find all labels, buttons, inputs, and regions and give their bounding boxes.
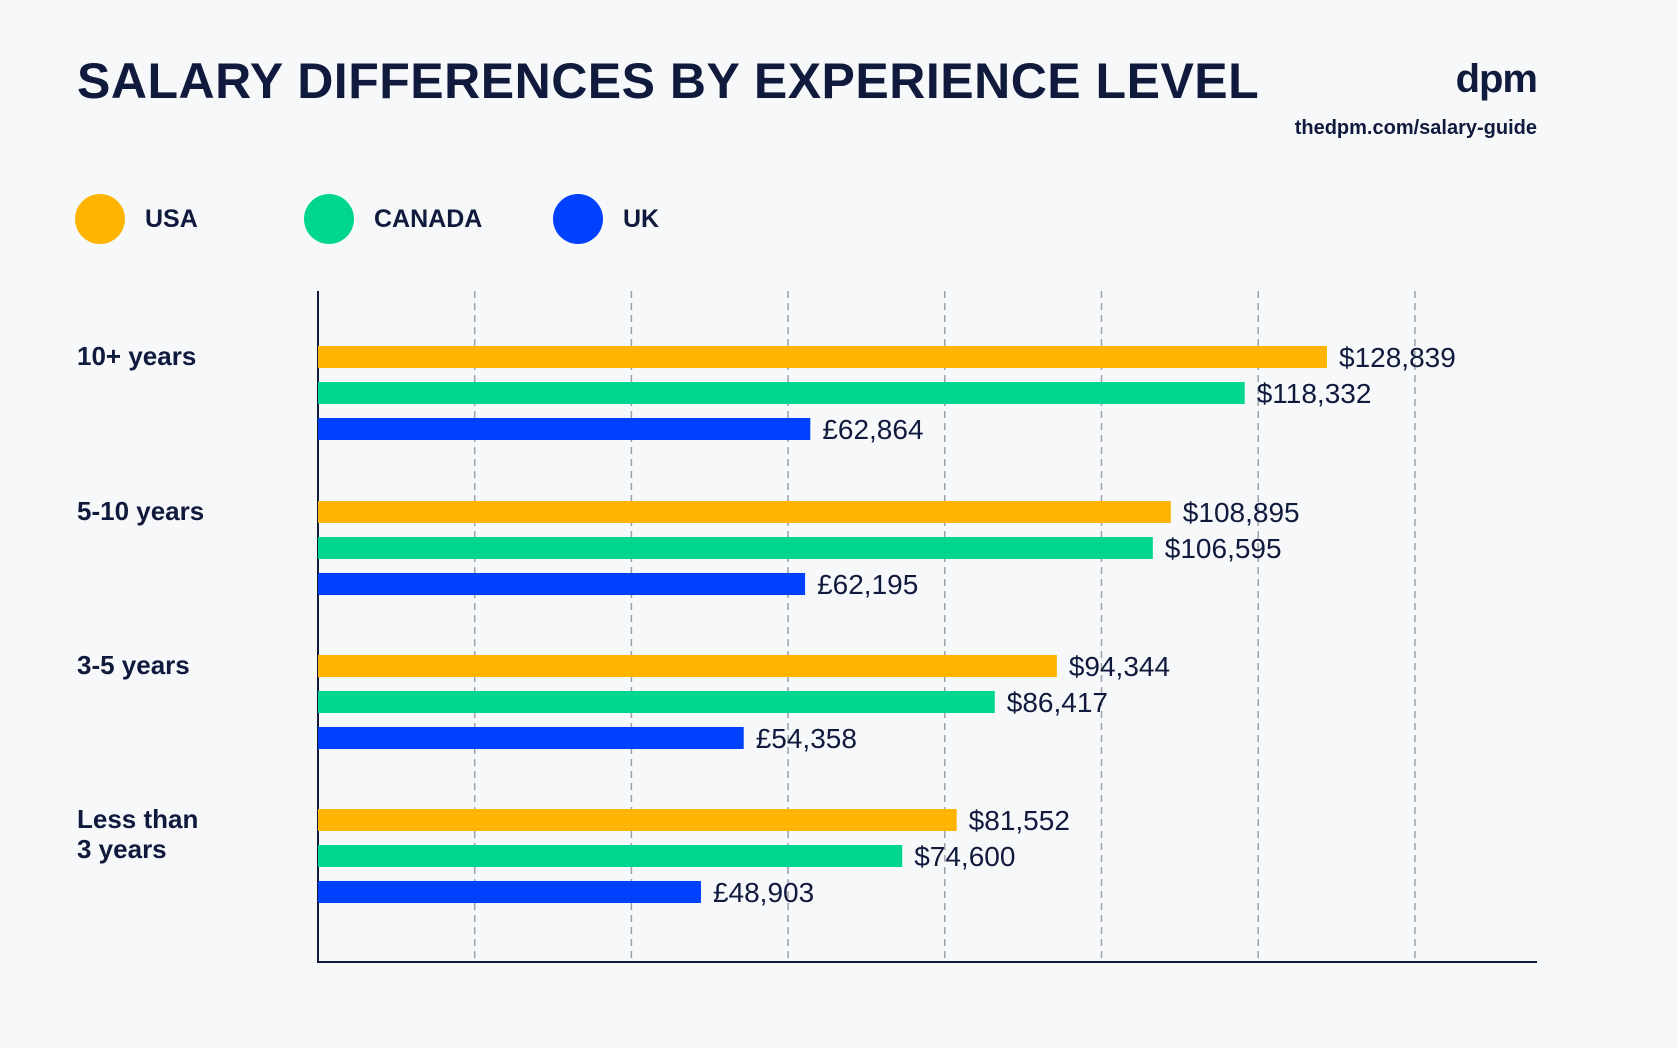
legend-item-usa: USA	[75, 194, 198, 244]
chart-title: SALARY DIFFERENCES BY EXPERIENCE LEVEL	[77, 53, 1260, 109]
value-label-5-10-years-canada: $106,595	[1165, 533, 1282, 564]
legend-swatch-usa	[75, 194, 125, 244]
bar-less-than-3-years-canada	[318, 845, 903, 867]
bar-5-10-years-canada	[318, 537, 1153, 559]
value-label-3-5-years-usa: $94,344	[1069, 651, 1170, 682]
category-label-line-2: 3 years	[77, 834, 167, 864]
category-label-3-5-years: 3-5 years	[77, 650, 190, 680]
legend-item-canada: CANADA	[304, 194, 482, 244]
legend-label-usa: USA	[145, 204, 198, 233]
category-label-5-10-years: 5-10 years	[77, 496, 205, 526]
value-label-5-10-years-uk: £62,195	[817, 569, 918, 600]
bar-3-5-years-usa	[318, 655, 1057, 677]
value-label-3-5-years-canada: $86,417	[1007, 687, 1108, 718]
value-label-5-10-years-usa: $108,895	[1183, 497, 1300, 528]
value-label-less-than-3-years-canada: $74,600	[914, 841, 1015, 872]
legend-label-uk: UK	[623, 204, 660, 233]
bar-3-5-years-uk	[318, 727, 744, 749]
legend-label-canada: CANADA	[374, 204, 483, 233]
value-label-less-than-3-years-uk: £48,903	[713, 877, 814, 908]
source-url: thedpm.com/salary-guide	[1294, 117, 1537, 139]
legend-item-uk: UK	[553, 194, 659, 244]
bar-5-10-years-uk	[318, 573, 806, 595]
legend-swatch-canada	[304, 194, 354, 244]
value-label-10plus-years-usa: $128,839	[1339, 342, 1456, 373]
bar-less-than-3-years-usa	[318, 809, 957, 831]
bar-10plus-years-uk	[318, 418, 811, 440]
dpm-logo: dpm	[1455, 57, 1538, 101]
legend-swatch-uk	[553, 194, 603, 244]
value-label-less-than-3-years-usa: $81,552	[969, 805, 1070, 836]
bar-less-than-3-years-uk	[318, 881, 701, 903]
category-label-10plus-years: 10+ years	[77, 341, 197, 371]
bar-10plus-years-canada	[318, 382, 1245, 404]
value-label-10plus-years-canada: $118,332	[1257, 378, 1372, 409]
bar-3-5-years-canada	[318, 691, 995, 713]
bar-10plus-years-usa	[318, 346, 1327, 368]
brand-block: dpm thedpm.com/salary-guide	[1294, 55, 1538, 140]
value-label-10plus-years-uk: £62,864	[822, 414, 923, 445]
bar-5-10-years-usa	[318, 501, 1171, 523]
value-label-3-5-years-uk: £54,358	[756, 723, 857, 754]
category-label-line-1: Less than	[77, 804, 199, 834]
category-label-less-than-3-years: Less than 3 years	[77, 804, 277, 864]
